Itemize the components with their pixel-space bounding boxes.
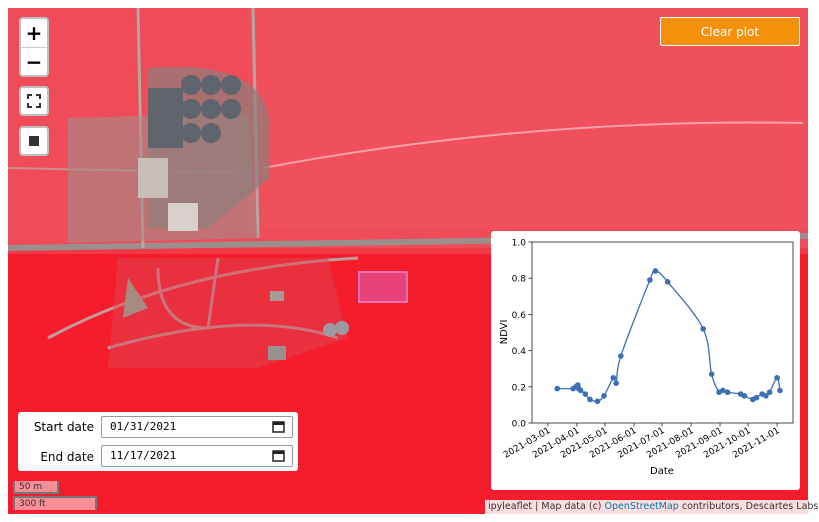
scale-imperial: 300 ft [13, 496, 97, 510]
data-point [601, 393, 607, 399]
zoom-in-button[interactable]: + [21, 19, 47, 48]
data-point [763, 393, 769, 399]
draw-rectangle-button[interactable] [19, 126, 49, 156]
fullscreen-icon [27, 94, 41, 108]
plot-frame [531, 241, 794, 424]
end-date-input[interactable]: 11/17/2021 [101, 445, 293, 467]
end-date-value: 11/17/2021 [110, 449, 177, 462]
data-point [720, 387, 726, 394]
clear-plot-button[interactable]: Clear plot [660, 17, 800, 46]
series-line [557, 269, 781, 403]
data-point [708, 371, 715, 377]
y-axis-label: NDVI [499, 320, 510, 345]
data-point [753, 394, 760, 401]
y-tick-label: 0.4 [512, 347, 527, 357]
chart-panel: Date NDVI 0.0 0.2 0.4 0.6 0.8 1.0 2021-03-01 20… [491, 231, 800, 490]
data-point [554, 385, 561, 392]
data-point [774, 374, 780, 381]
calendar-icon[interactable] [272, 420, 286, 434]
start-date-value: 01/31/2021 [110, 420, 177, 433]
attribution-link[interactable]: OpenStreetMap [604, 501, 679, 512]
attribution-suffix: contributors, Descartes Labs [678, 501, 819, 512]
data-point [587, 396, 593, 403]
data-point [777, 387, 783, 394]
data-point [582, 391, 589, 397]
zoom-control: + − [19, 17, 49, 77]
data-point [647, 277, 653, 283]
end-date-label: End date [40, 450, 94, 464]
y-tick-label: 0.6 [512, 311, 527, 321]
data-point [741, 393, 748, 399]
zoom-out-button[interactable]: − [25, 50, 43, 74]
y-tick-label: 0.2 [512, 383, 526, 393]
attribution: ipyleaflet | Map data (c) OpenStreetMap … [485, 500, 818, 514]
data-point [577, 387, 584, 394]
data-point [594, 398, 601, 405]
y-tick-label: 0.8 [512, 275, 527, 285]
data-point [618, 353, 624, 359]
chart: Date NDVI 0.00.20.40.60.81.02021-03-0120… [499, 239, 794, 477]
date-panel: Start date 01/31/2021 End date 11/17/202… [18, 412, 298, 471]
attribution-prefix: ipyleaflet | Map data (c) [488, 501, 605, 512]
x-axis-label: Date [650, 466, 674, 477]
data-point [700, 326, 706, 332]
rectangle-icon [29, 136, 39, 146]
data-point [613, 380, 619, 386]
data-point [652, 268, 659, 274]
y-tick-label: 1.0 [512, 239, 527, 249]
start-date-input[interactable]: 01/31/2021 [101, 416, 293, 438]
y-tick-label: 0.0 [512, 420, 527, 430]
data-point [610, 374, 617, 381]
data-point [766, 389, 773, 396]
data-point [664, 279, 671, 285]
data-point [724, 389, 731, 396]
fullscreen-button[interactable] [19, 86, 49, 116]
scale-metric: 50 m [13, 481, 59, 494]
start-date-label: Start date [33, 420, 94, 434]
calendar-icon[interactable] [272, 449, 286, 463]
